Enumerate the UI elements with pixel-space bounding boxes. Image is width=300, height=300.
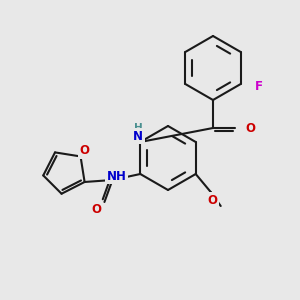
Text: O: O bbox=[208, 194, 218, 206]
Text: F: F bbox=[255, 80, 263, 92]
Text: H: H bbox=[134, 123, 143, 133]
Text: O: O bbox=[80, 144, 90, 157]
Text: O: O bbox=[92, 203, 101, 217]
Text: O: O bbox=[245, 122, 255, 134]
Text: N: N bbox=[133, 130, 143, 142]
Text: NH: NH bbox=[106, 169, 126, 182]
